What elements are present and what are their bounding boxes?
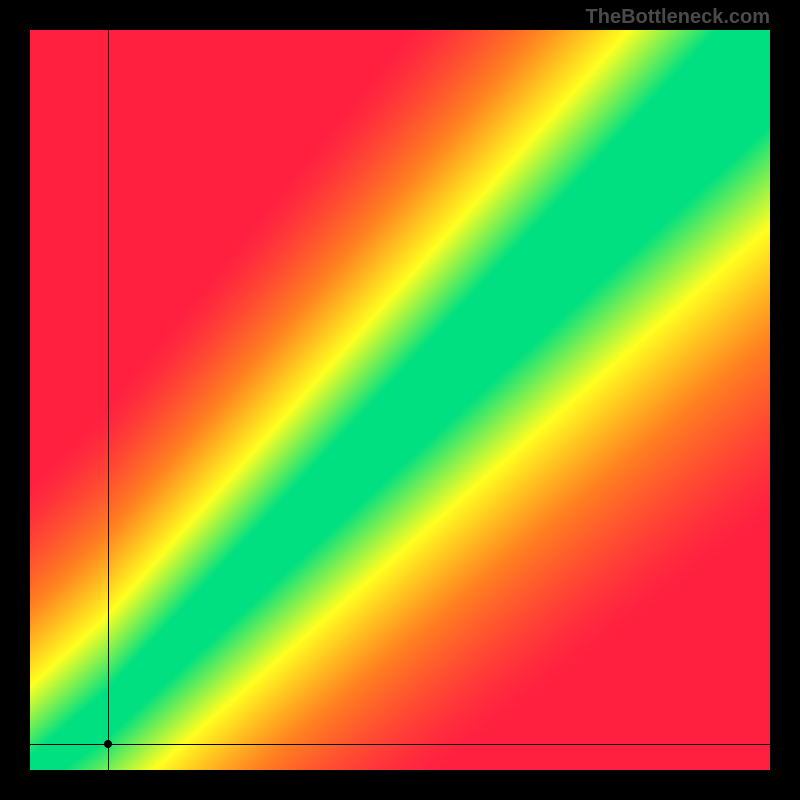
plot-area	[30, 30, 770, 770]
crosshair-marker	[104, 740, 112, 748]
chart-container: TheBottleneck.com	[0, 0, 800, 800]
crosshair-vertical	[108, 30, 109, 770]
watermark-text: TheBottleneck.com	[586, 6, 770, 29]
heatmap-canvas	[30, 30, 770, 770]
crosshair-horizontal	[30, 744, 770, 745]
